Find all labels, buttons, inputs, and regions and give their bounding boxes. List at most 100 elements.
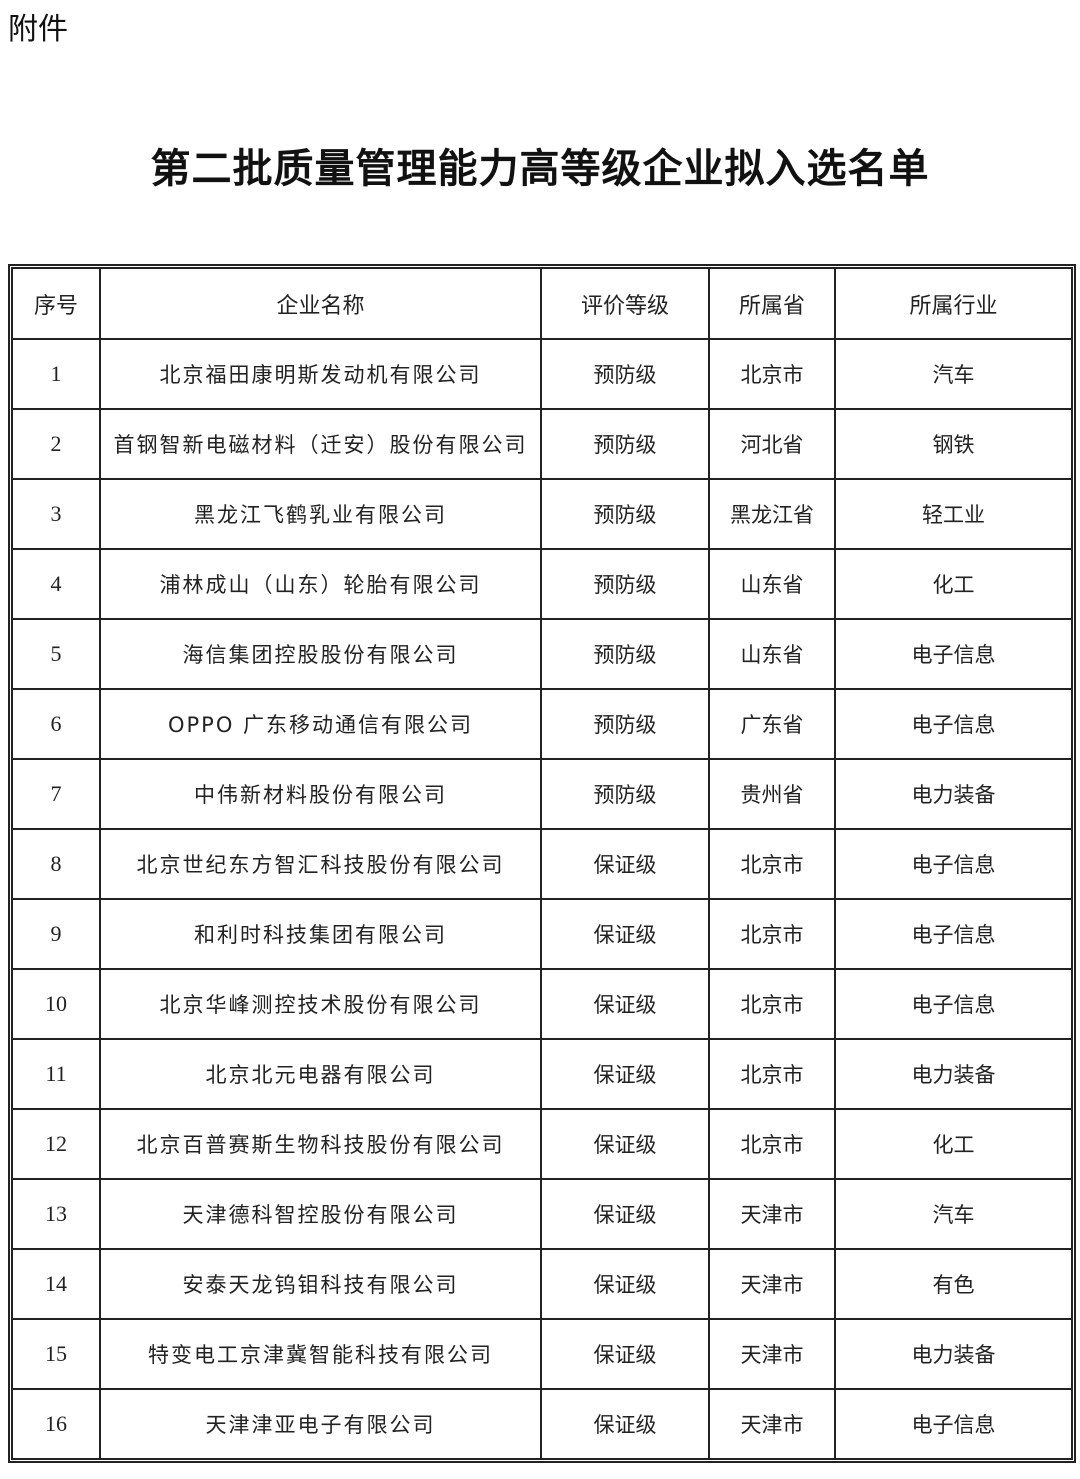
cell-rating-level: 保证级	[540, 1388, 710, 1458]
cell-industry: 电子信息	[834, 828, 1071, 900]
table-row: 12 北京百普赛斯生物科技股份有限公司 保证级 北京市 化工	[13, 1108, 1071, 1180]
cell-industry: 化工	[834, 1108, 1071, 1180]
cell-index: 12	[13, 1108, 101, 1180]
cell-index: 2	[13, 408, 101, 480]
cell-company-name: 黑龙江飞鹤乳业有限公司	[99, 478, 542, 550]
cell-company-name: 北京百普赛斯生物科技股份有限公司	[99, 1108, 542, 1180]
table-row: 9 和利时科技集团有限公司 保证级 北京市 电子信息	[13, 898, 1071, 970]
cell-rating-level: 预防级	[540, 408, 710, 480]
cell-company-name: 北京世纪东方智汇科技股份有限公司	[99, 828, 542, 900]
cell-company-name: 浦林成山（山东）轮胎有限公司	[99, 548, 542, 620]
cell-index: 14	[13, 1248, 101, 1320]
table-row: 3 黑龙江飞鹤乳业有限公司 预防级 黑龙江省 轻工业	[13, 478, 1071, 550]
table-header-row: 序号 企业名称 评价等级 所属省 所属行业	[13, 269, 1071, 340]
attachment-label: 附件	[8, 12, 68, 47]
cell-company-name: 北京福田康明斯发动机有限公司	[99, 338, 542, 410]
cell-rating-level: 保证级	[540, 1318, 710, 1390]
cell-province: 广东省	[708, 688, 836, 760]
cell-rating-level: 预防级	[540, 338, 710, 410]
cell-industry: 电子信息	[834, 898, 1071, 970]
cell-industry: 钢铁	[834, 408, 1071, 480]
cell-province: 山东省	[708, 548, 836, 620]
cell-rating-level: 保证级	[540, 1108, 710, 1180]
cell-company-name: OPPO 广东移动通信有限公司	[99, 688, 542, 760]
cell-industry: 汽车	[834, 338, 1071, 410]
table-row: 5 海信集团控股股份有限公司 预防级 山东省 电子信息	[13, 618, 1071, 690]
table-row: 7 中伟新材料股份有限公司 预防级 贵州省 电力装备	[13, 758, 1071, 830]
cell-province: 北京市	[708, 898, 836, 970]
cell-industry: 电子信息	[834, 968, 1071, 1040]
table-row: 8 北京世纪东方智汇科技股份有限公司 保证级 北京市 电子信息	[13, 828, 1071, 900]
cell-index: 5	[13, 618, 101, 690]
cell-rating-level: 保证级	[540, 1038, 710, 1110]
cell-index: 9	[13, 898, 101, 970]
company-list-table: 序号 企业名称 评价等级 所属省 所属行业 1 北京福田康明斯发动机有限公司 预防级…	[13, 269, 1071, 1458]
cell-industry: 电力装备	[834, 1318, 1071, 1390]
cell-province: 山东省	[708, 618, 836, 690]
cell-company-name: 北京华峰测控技术股份有限公司	[99, 968, 542, 1040]
cell-index: 4	[13, 548, 101, 620]
cell-index: 16	[13, 1388, 101, 1458]
cell-company-name: 天津津亚电子有限公司	[99, 1388, 542, 1458]
cell-company-name: 海信集团控股股份有限公司	[99, 618, 542, 690]
table-row: 4 浦林成山（山东）轮胎有限公司 预防级 山东省 化工	[13, 548, 1071, 620]
cell-province: 天津市	[708, 1178, 836, 1250]
table-row: 11 北京北元电器有限公司 保证级 北京市 电力装备	[13, 1038, 1071, 1110]
document-title: 第二批质量管理能力高等级企业拟入选名单	[150, 145, 930, 192]
cell-index: 8	[13, 828, 101, 900]
table-row: 10 北京华峰测控技术股份有限公司 保证级 北京市 电子信息	[13, 968, 1071, 1040]
table-row: 2 首钢智新电磁材料（迁安）股份有限公司 预防级 河北省 钢铁	[13, 408, 1071, 480]
cell-company-name: 特变电工京津冀智能科技有限公司	[99, 1318, 542, 1390]
cell-province: 北京市	[708, 1108, 836, 1180]
cell-province: 北京市	[708, 1038, 836, 1110]
cell-province: 北京市	[708, 338, 836, 410]
cell-company-name: 首钢智新电磁材料（迁安）股份有限公司	[99, 408, 542, 480]
table-row: 1 北京福田康明斯发动机有限公司 预防级 北京市 汽车	[13, 338, 1071, 410]
cell-company-name: 安泰天龙钨钼科技有限公司	[99, 1248, 542, 1320]
cell-rating-level: 保证级	[540, 898, 710, 970]
table-row: 13 天津德科智控股份有限公司 保证级 天津市 汽车	[13, 1178, 1071, 1250]
cell-rating-level: 预防级	[540, 618, 710, 690]
cell-province: 贵州省	[708, 758, 836, 830]
cell-company-name: 北京北元电器有限公司	[99, 1038, 542, 1110]
header-index: 序号	[13, 269, 101, 340]
cell-company-name: 和利时科技集团有限公司	[99, 898, 542, 970]
cell-rating-level: 保证级	[540, 1248, 710, 1320]
table-row: 6 OPPO 广东移动通信有限公司 预防级 广东省 电子信息	[13, 688, 1071, 760]
cell-rating-level: 预防级	[540, 478, 710, 550]
header-industry: 所属行业	[834, 269, 1071, 340]
cell-industry: 化工	[834, 548, 1071, 620]
cell-index: 13	[13, 1178, 101, 1250]
cell-rating-level: 保证级	[540, 1178, 710, 1250]
cell-province: 天津市	[708, 1318, 836, 1390]
table-row: 15 特变电工京津冀智能科技有限公司 保证级 天津市 电力装备	[13, 1318, 1071, 1390]
cell-province: 天津市	[708, 1248, 836, 1320]
cell-province: 天津市	[708, 1388, 836, 1458]
cell-province: 黑龙江省	[708, 478, 836, 550]
cell-index: 1	[13, 338, 101, 410]
cell-industry: 电力装备	[834, 758, 1071, 830]
header-rating-level: 评价等级	[540, 269, 710, 340]
cell-province: 河北省	[708, 408, 836, 480]
cell-province: 北京市	[708, 828, 836, 900]
table-row: 14 安泰天龙钨钼科技有限公司 保证级 天津市 有色	[13, 1248, 1071, 1320]
cell-industry: 汽车	[834, 1178, 1071, 1250]
cell-rating-level: 保证级	[540, 828, 710, 900]
cell-index: 7	[13, 758, 101, 830]
cell-industry: 有色	[834, 1248, 1071, 1320]
cell-province: 北京市	[708, 968, 836, 1040]
cell-rating-level: 预防级	[540, 758, 710, 830]
cell-company-name: 中伟新材料股份有限公司	[99, 758, 542, 830]
cell-industry: 电子信息	[834, 1388, 1071, 1458]
cell-index: 6	[13, 688, 101, 760]
cell-industry: 电子信息	[834, 618, 1071, 690]
cell-index: 3	[13, 478, 101, 550]
header-company-name: 企业名称	[99, 269, 542, 340]
cell-rating-level: 预防级	[540, 688, 710, 760]
cell-index: 15	[13, 1318, 101, 1390]
cell-rating-level: 保证级	[540, 968, 710, 1040]
cell-company-name: 天津德科智控股份有限公司	[99, 1178, 542, 1250]
cell-industry: 电力装备	[834, 1038, 1071, 1110]
table-row: 16 天津津亚电子有限公司 保证级 天津市 电子信息	[13, 1388, 1071, 1458]
cell-index: 11	[13, 1038, 101, 1110]
